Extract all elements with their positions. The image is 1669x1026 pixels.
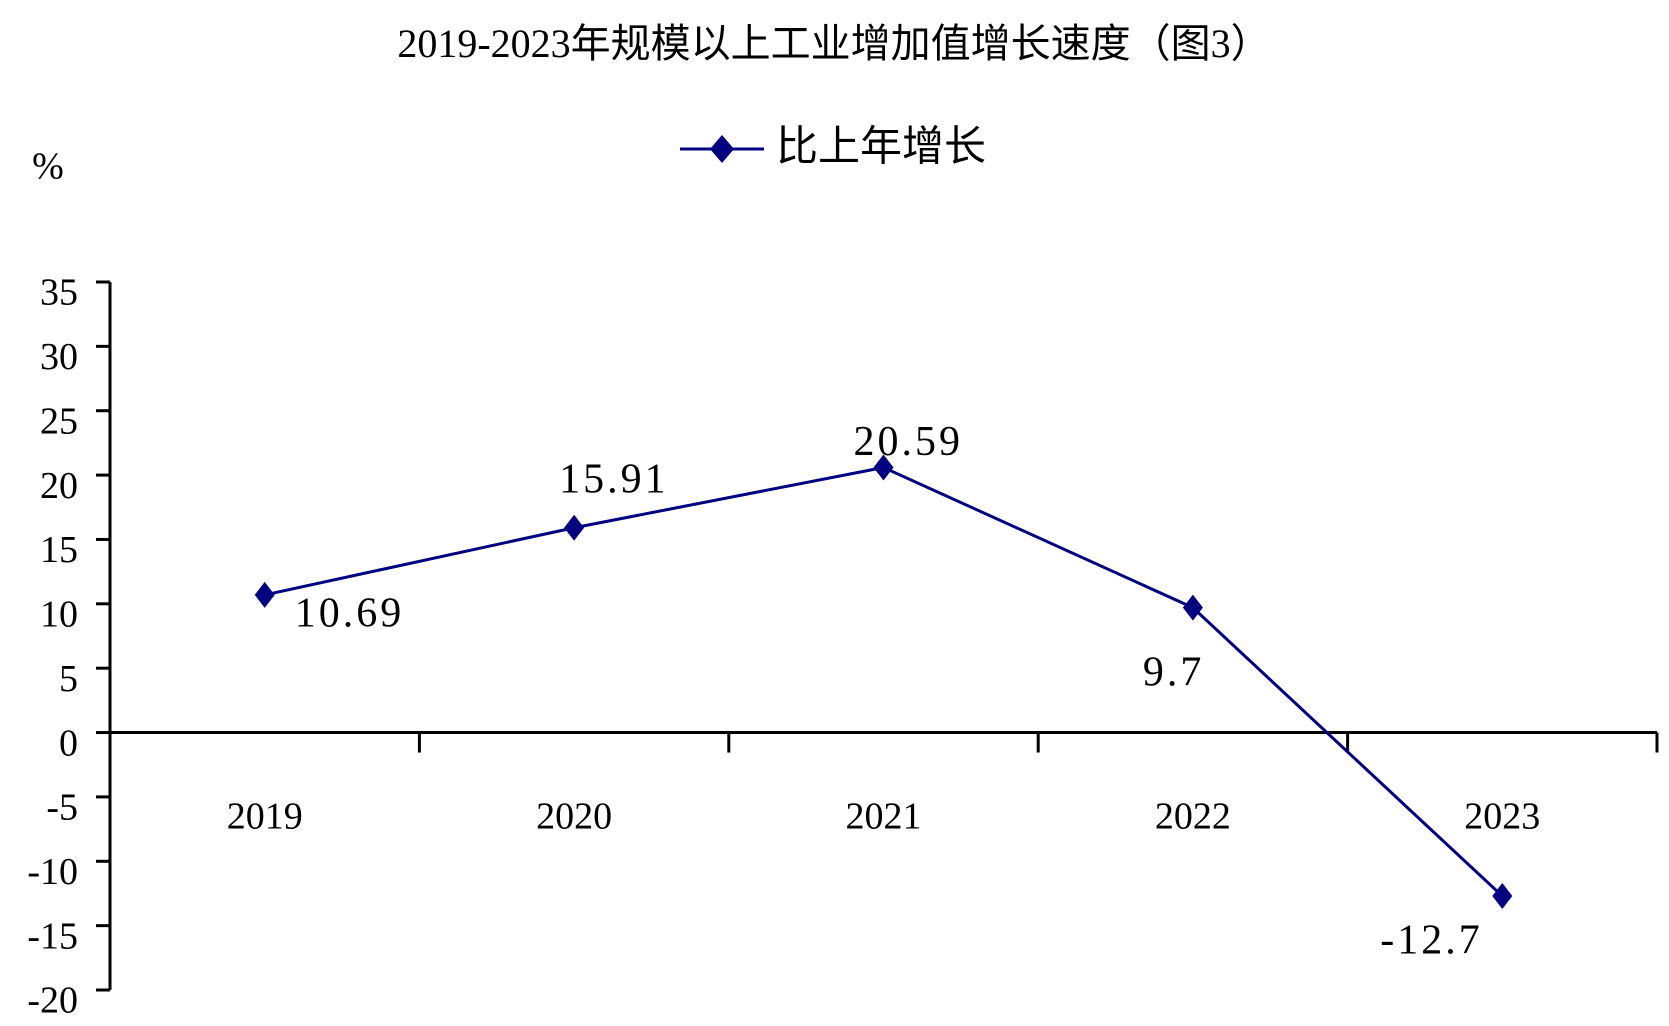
y-tick-label: -10	[27, 851, 78, 893]
y-axis-label: %	[32, 146, 64, 188]
marker	[873, 454, 894, 481]
y-tick-label: 5	[59, 658, 78, 700]
chart-title: 2019-2023年规模以上工业增加值增长速度（图3）	[397, 21, 1270, 66]
legend-label: 比上年增长	[776, 124, 986, 171]
x-tick-label: 2021	[846, 796, 922, 838]
x-tick-label: 2019	[227, 796, 303, 838]
y-tick-label: -15	[27, 915, 78, 957]
data-label: 9.7	[1143, 649, 1205, 695]
marker	[564, 514, 585, 541]
marker	[1492, 883, 1513, 910]
y-tick-label: 20	[40, 465, 78, 507]
y-tick-label: 30	[40, 336, 78, 378]
y-tick-label: -5	[46, 787, 78, 829]
data-label: 15.91	[559, 456, 669, 502]
data-label: 20.59	[854, 419, 964, 465]
data-label: -12.7	[1380, 918, 1483, 964]
y-tick-label: 15	[40, 529, 78, 571]
y-tick-label: -20	[27, 980, 78, 1022]
marker	[254, 581, 275, 608]
y-tick-label: 25	[40, 400, 78, 442]
x-tick-label: 2023	[1464, 796, 1540, 838]
marker	[1182, 594, 1203, 621]
y-tick-label: 35	[40, 272, 78, 314]
x-tick-label: 2022	[1155, 796, 1231, 838]
x-tick-label: 2020	[536, 796, 612, 838]
y-tick-label: 0	[59, 722, 78, 764]
data-label: 10.69	[295, 591, 405, 637]
y-tick-label: 10	[40, 594, 78, 636]
legend-marker	[710, 135, 734, 163]
